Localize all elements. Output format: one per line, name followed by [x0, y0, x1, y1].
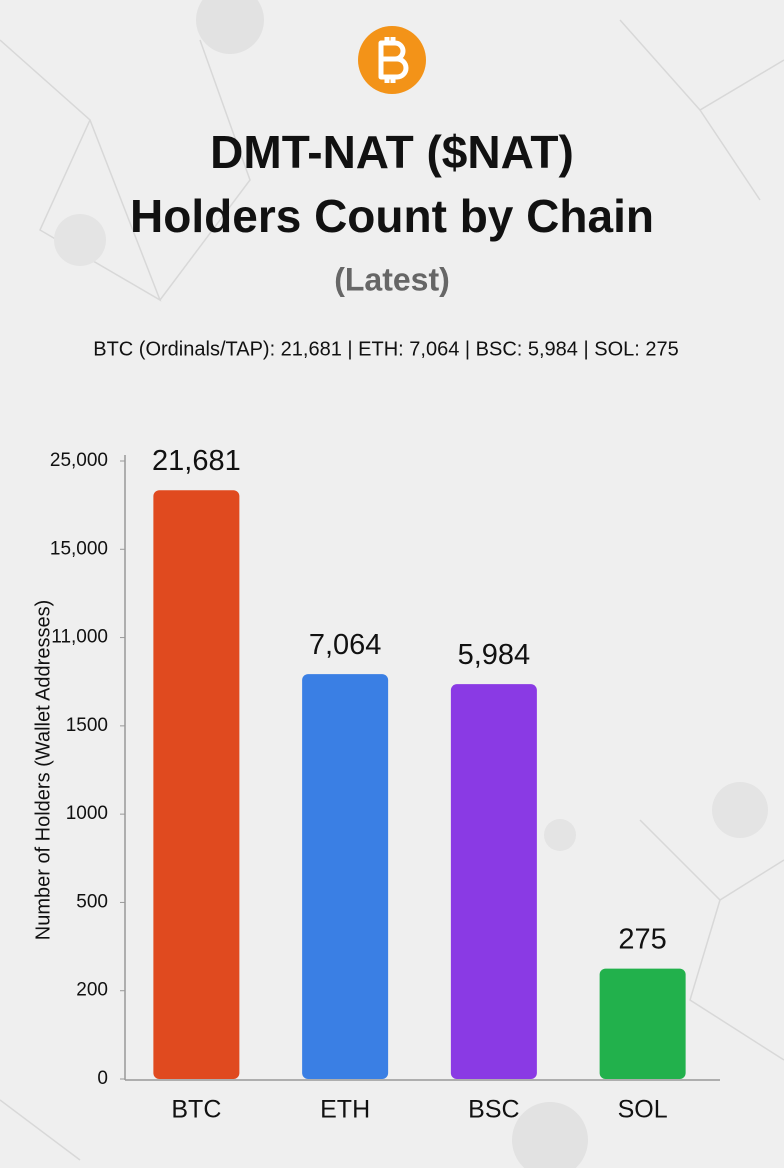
x-tick-label: ETH — [320, 1096, 370, 1124]
value-label: 5,984 — [458, 639, 531, 671]
x-tick-label: BTC — [171, 1096, 221, 1124]
chart-subtitle: (Latest) — [334, 261, 450, 297]
y-tick-label: 1000 — [66, 803, 108, 824]
y-tick-label: 15,000 — [50, 538, 108, 559]
bar — [450, 684, 537, 1079]
y-tick-label: 200 — [76, 980, 108, 1001]
x-tick-label: SOL — [618, 1096, 668, 1124]
y-tick-label: 0 — [97, 1068, 108, 1089]
value-label: 275 — [618, 923, 666, 955]
y-tick-label: 25,000 — [50, 450, 108, 471]
bar — [153, 490, 240, 1080]
value-label: 7,064 — [309, 629, 382, 661]
y-axis-title: Number of Holders (Wallet Addresses) — [32, 600, 54, 941]
x-tick-label: BSC — [468, 1096, 519, 1124]
chart-title: DMT-NAT ($NAT) — [210, 126, 574, 178]
value-label: 21,681 — [152, 445, 241, 477]
y-tick-label: 1500 — [66, 715, 108, 736]
bitcoin-icon — [358, 26, 426, 94]
bar — [599, 968, 686, 1079]
summary: BTC (Ordinals/TAP): 21,681 | ETH: 7,064 … — [93, 338, 678, 360]
y-tick-label: 500 — [76, 891, 108, 912]
y-tick-label: 11,000 — [51, 627, 108, 648]
bar — [302, 674, 389, 1079]
chart-title: Holders Count by Chain — [130, 190, 654, 242]
